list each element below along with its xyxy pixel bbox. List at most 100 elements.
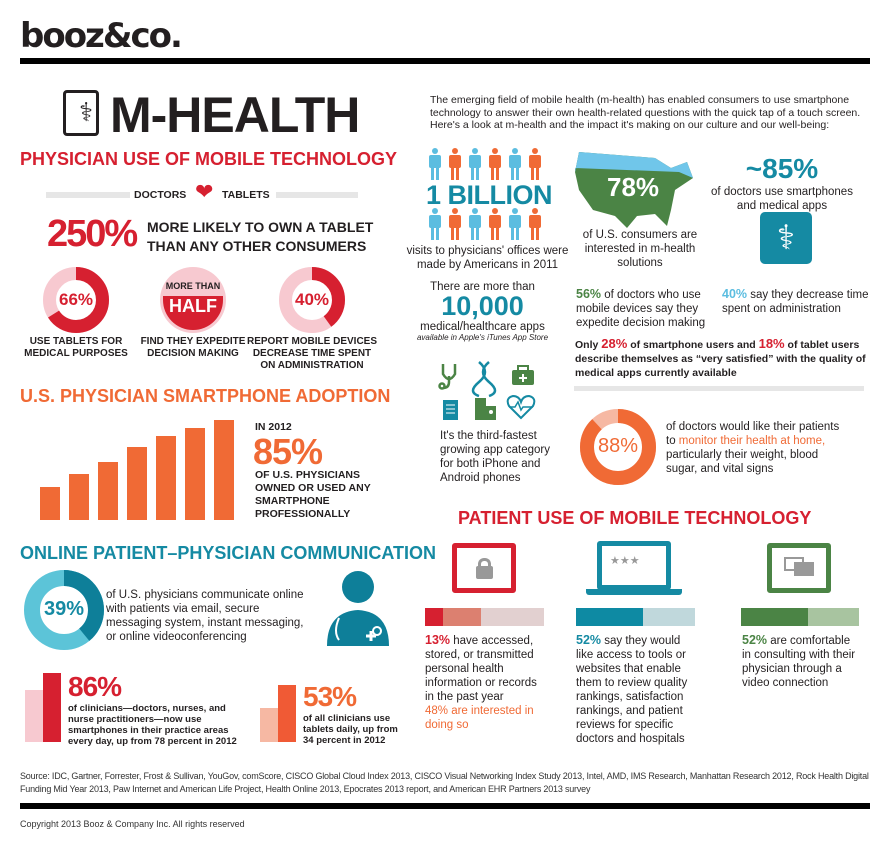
bar-52-video (741, 608, 808, 626)
adoption-bar (127, 447, 147, 520)
smartphone-text: OF U.S. PHYSICIANS OWNED OR USED ANY SMA… (255, 469, 371, 520)
laptop-rating-icon: ★★★ (597, 541, 671, 590)
donut-39 (24, 570, 104, 650)
apps-text: medical/healthcare apps (420, 321, 545, 333)
man-icon (528, 148, 542, 180)
tablet-caduceus-icon: ⚕ (63, 90, 99, 136)
bar-48 (443, 608, 481, 626)
adoption-bar (185, 428, 205, 520)
category-text: It's the third-fastest growing app categ… (440, 430, 550, 484)
approx-85-text: of doctors use smartphones and medical a… (711, 186, 853, 212)
stat-56: 56% (576, 287, 602, 301)
hospital-icon (475, 398, 496, 420)
donut-88 (580, 409, 656, 485)
doctor-icon (327, 571, 389, 646)
woman-icon (508, 148, 522, 180)
laptop-base (586, 589, 682, 595)
online-heading: ONLINE PATIENT–PHYSICIAN COMMUNICATION (20, 543, 437, 563)
stat-18: 18% (758, 336, 785, 351)
stat-53: 53% (303, 681, 357, 712)
adoption-bar (98, 462, 118, 520)
donut-40-caption: REPORT MOBILE DEVICES DECREASE TIME SPEN… (247, 336, 378, 371)
stat-28: 28% (601, 336, 628, 351)
satisfaction-text: Only 28% of smartphone users and 18% of … (575, 337, 870, 380)
divider (276, 192, 358, 198)
heart-monitor-icon (506, 394, 536, 420)
donut-fill (279, 267, 345, 333)
footer-divider (20, 803, 870, 809)
patient-heading: PATIENT USE OF MOBILE TECHNOLOGY (458, 508, 812, 528)
donut-66 (43, 267, 109, 333)
bar-34-previous (260, 708, 278, 742)
adoption-bar (40, 487, 60, 520)
doctors-label: DOCTORS (134, 189, 187, 201)
billion-text: visits to physicians' offices were made … (406, 245, 569, 271)
half-circle (160, 267, 226, 333)
adoption-bar (214, 420, 234, 520)
man-icon (528, 208, 542, 240)
stat-86-text: of clinicians—doctors, nurses, and nurse… (68, 703, 237, 747)
page-title: M-HEALTH (110, 87, 360, 143)
adoption-bar (156, 436, 176, 520)
tablet-lock-icon (452, 543, 516, 593)
sat-mid: of smartphone users and (630, 339, 756, 351)
donut-fill (24, 570, 104, 650)
half-label: HALF (169, 296, 217, 316)
donut-fill (43, 267, 109, 333)
donut-88-label: 88% (597, 435, 639, 457)
year-label: IN 2012 (255, 421, 292, 433)
apps-count: 10,000 (441, 291, 524, 321)
source-text: Source: IDC, Gartner, Forrester, Frost &… (20, 771, 869, 794)
donut-fill (580, 409, 656, 485)
woman-icon (468, 148, 482, 180)
bar-remainder (808, 608, 859, 626)
physician-heading: PHYSICIAN USE OF MOBILE TECHNOLOGY (20, 149, 398, 169)
bar-13 (425, 608, 443, 626)
divider (574, 386, 864, 391)
bar-remainder (481, 608, 544, 626)
patient-stat-13: 13% (425, 633, 451, 647)
caduceus-icon: ⚕ (760, 212, 812, 264)
adoption-bar (69, 474, 89, 520)
stat-40-text: say they decrease time spent on administ… (722, 289, 869, 315)
heart-icon: ❤ (195, 179, 214, 204)
donut-40 (279, 267, 345, 333)
smartphone-heading: U.S. PHYSICIAN SMARTPHONE ADOPTION (20, 386, 391, 406)
bar-53-current (278, 685, 296, 742)
tablets-label: TABLETS (222, 189, 270, 201)
apps-pre: There are more than (430, 281, 535, 293)
stat-56-text: of doctors who use mobile devices say th… (576, 289, 706, 329)
s88-highlight: monitor their health at home, (678, 435, 826, 447)
s88-pre: of doctors would like their patients to (666, 421, 840, 447)
woman-icon (428, 208, 442, 240)
man-icon (448, 148, 462, 180)
divider (46, 192, 130, 198)
half-caption: FIND THEY EXPEDITE DECISION MAKING (140, 336, 246, 359)
header-divider (20, 58, 870, 64)
stethoscope-icon (438, 364, 457, 390)
patient-text-52-tools: say they would like access to tools or w… (576, 635, 688, 745)
more-than-label: MORE THAN (165, 281, 221, 291)
donut-66-caption: USE TABLETS FOR MEDICAL PURPOSES (24, 336, 128, 359)
bar-52-tools (576, 608, 643, 626)
donut-39-label: 39% (43, 598, 85, 620)
bar-remainder (643, 608, 695, 626)
patient-text-52-video: are comfortable in consulting with their… (742, 635, 856, 689)
approx-85-stat: ~85% (745, 153, 819, 184)
man-icon (488, 148, 502, 180)
tablet-chat-icon (767, 543, 831, 593)
donut-66-label: 66% (58, 290, 94, 309)
stat-53-text: of all clinicians use tablets daily, up … (303, 713, 398, 746)
woman-icon (428, 148, 442, 180)
apps-note: available in Apple's iTunes App Store (416, 333, 549, 342)
bar-86-current (43, 673, 61, 742)
sat-only: Only (575, 339, 599, 351)
medical-kit-icon (512, 365, 534, 385)
man-icon (448, 208, 462, 240)
sat-end: of tablet users describe themselves as “… (575, 339, 866, 379)
app-category-icons (438, 361, 536, 420)
intro-text: The emerging field of mobile health (m-h… (430, 94, 861, 131)
stat-250: 250% (47, 213, 138, 255)
patient-extra-48: 48% are interested in doing so (425, 705, 534, 731)
woman-icon (468, 208, 482, 240)
